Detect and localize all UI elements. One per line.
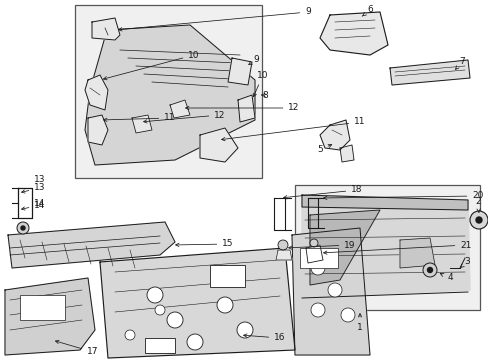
Circle shape [309,239,317,247]
Text: 7: 7 [455,58,464,69]
Bar [209,265,244,287]
Polygon shape [170,100,190,118]
Circle shape [469,211,487,229]
Text: 13: 13 [21,184,46,193]
Text: 4: 4 [439,273,452,283]
Text: 13: 13 [34,175,46,184]
Polygon shape [200,128,238,162]
Text: 6: 6 [362,5,372,16]
Bar [299,248,337,268]
Polygon shape [85,75,108,110]
Polygon shape [88,115,108,145]
Text: 1: 1 [356,314,362,332]
Text: 20: 20 [323,192,483,201]
Polygon shape [302,195,469,298]
Text: 21: 21 [323,240,471,254]
Text: 14: 14 [34,198,45,207]
Polygon shape [92,18,120,40]
Polygon shape [319,12,387,55]
Circle shape [427,267,431,273]
Circle shape [186,334,203,350]
Polygon shape [227,58,251,85]
Text: 10: 10 [103,50,199,80]
Circle shape [217,297,232,313]
Circle shape [340,308,354,322]
Circle shape [310,303,325,317]
Circle shape [422,263,436,277]
Circle shape [21,226,25,230]
Text: 12: 12 [185,104,299,112]
Bar [294,185,479,310]
Circle shape [155,305,164,315]
Text: 10: 10 [253,71,268,97]
Text: 11: 11 [103,113,175,122]
Polygon shape [8,222,175,268]
Text: 11: 11 [221,117,365,141]
Text: 14: 14 [21,201,45,210]
Circle shape [310,261,325,275]
Bar [145,338,175,353]
Text: 3: 3 [460,257,469,267]
Text: 12: 12 [143,111,225,123]
Polygon shape [85,25,254,165]
Circle shape [167,312,183,328]
Polygon shape [5,278,95,355]
Text: 9: 9 [248,55,258,64]
Circle shape [125,330,135,340]
Text: 15: 15 [175,239,233,248]
Text: 17: 17 [55,340,99,356]
Polygon shape [275,250,291,260]
Polygon shape [238,95,254,122]
Polygon shape [132,115,152,133]
Circle shape [237,322,252,338]
Circle shape [475,217,481,223]
Bar [20,295,65,320]
Polygon shape [302,195,467,210]
Text: 18: 18 [283,185,362,199]
Text: 19: 19 [288,240,355,249]
Polygon shape [319,120,349,150]
Polygon shape [305,245,323,263]
Bar [75,5,262,178]
Text: 16: 16 [243,333,285,342]
Polygon shape [309,210,379,285]
Polygon shape [389,60,469,85]
Circle shape [327,283,341,297]
Polygon shape [339,145,353,162]
Text: 8: 8 [261,90,267,99]
Polygon shape [399,238,434,268]
Text: 9: 9 [119,8,310,31]
Circle shape [17,222,29,234]
Polygon shape [291,228,369,355]
Text: 5: 5 [317,144,331,154]
Circle shape [147,287,163,303]
Circle shape [278,240,287,250]
Polygon shape [100,248,294,358]
Text: 2: 2 [474,198,480,212]
